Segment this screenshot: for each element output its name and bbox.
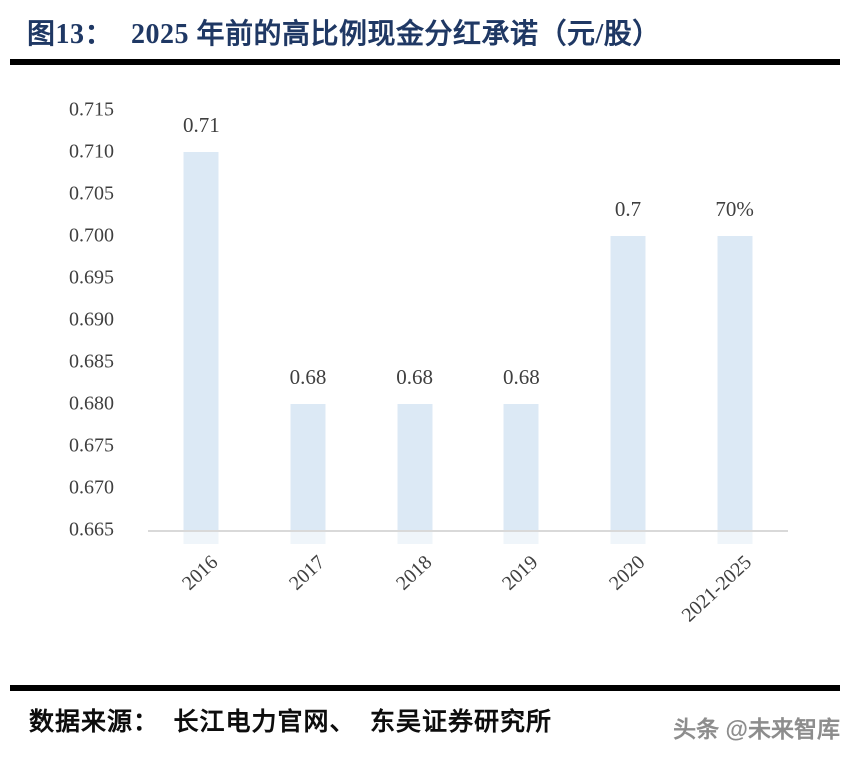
x-axis-category-label: 2016	[178, 551, 223, 595]
figure-number-label: 图13：	[27, 19, 114, 50]
y-axis-tick-label: 0.665	[69, 518, 114, 541]
bar-baseline-bleed	[290, 532, 326, 544]
bar-baseline-bleed	[717, 532, 753, 544]
y-axis-tick-label: 0.690	[69, 308, 114, 331]
bar-slot: 0.7 2020	[575, 110, 682, 595]
bottom-divider-rule	[10, 685, 840, 691]
x-axis-category-label: 2018	[391, 551, 436, 595]
data-source-text: 数据来源： 长江电力官网、 东吴证券研究所	[29, 709, 553, 736]
bar-value-label: 0.7	[614, 197, 642, 221]
y-axis-tick-label: 0.680	[69, 392, 114, 415]
y-axis-tick-label: 0.685	[69, 350, 114, 373]
bar-value-label: 0.68	[502, 365, 540, 389]
bar-2017	[290, 404, 326, 530]
bar-slot: 0.71 2016	[148, 110, 255, 595]
bar-value-label: 0.68	[289, 365, 327, 389]
figure-header: 图13： 2025 年前的高比例现金分红承诺（元/股）	[27, 12, 661, 52]
y-axis-tick-label: 0.710	[69, 140, 114, 163]
y-axis-tick-label: 0.715	[69, 98, 114, 121]
x-axis-category-label: 2019	[498, 551, 543, 595]
bar-2021-2025	[717, 236, 753, 530]
bar-slot: 0.68 2018	[361, 110, 468, 595]
y-axis: 0.715 0.710 0.705 0.700 0.695 0.690 0.685 0.680…	[38, 99, 114, 541]
y-axis-tick-label: 0.695	[69, 266, 114, 289]
x-axis-category-label: 2017	[285, 551, 330, 595]
bar-baseline-bleed	[610, 532, 646, 544]
bar-baseline-bleed	[397, 532, 433, 544]
dividend-bar-chart: 0.715 0.710 0.705 0.700 0.695 0.690 0.685 0.680…	[38, 99, 788, 627]
x-axis-category-label: 2021-2025	[677, 551, 756, 627]
bar-slot: 0.68 2019	[468, 110, 575, 595]
x-axis-category-label: 2020	[605, 551, 650, 595]
bar-2019	[503, 404, 539, 530]
top-divider-rule	[10, 59, 840, 65]
figure-title: 2025 年前的高比例现金分红承诺（元/股）	[131, 19, 661, 50]
y-axis-tick-label: 0.700	[69, 224, 114, 247]
bar-slot: 0.68 2017	[255, 110, 362, 595]
bar-2020	[610, 236, 646, 530]
figure-footer: 数据来源： 长江电力官网、 东吴证券研究所 头条 @未来智库	[0, 700, 849, 746]
bar-2018	[397, 404, 433, 530]
y-axis-tick-label: 0.675	[69, 434, 114, 457]
y-axis-tick-label: 0.705	[69, 182, 114, 205]
bar-baseline-bleed	[503, 532, 539, 544]
watermark-text: 头条 @未来智库	[673, 716, 840, 742]
bar-2016	[183, 152, 219, 530]
bar-value-label: 0.71	[182, 113, 220, 137]
y-axis-tick-label: 0.670	[69, 476, 114, 499]
bar-baseline-bleed	[183, 532, 219, 544]
bar-value-label: 70%	[715, 197, 754, 221]
plot-area: 0.71 2016 0.68 2017 0.68 2018 0.68 2019 0.7 2020 7…	[148, 110, 788, 627]
bar-value-label: 0.68	[396, 365, 434, 389]
bar-slot: 70% 2021-2025	[678, 110, 788, 627]
